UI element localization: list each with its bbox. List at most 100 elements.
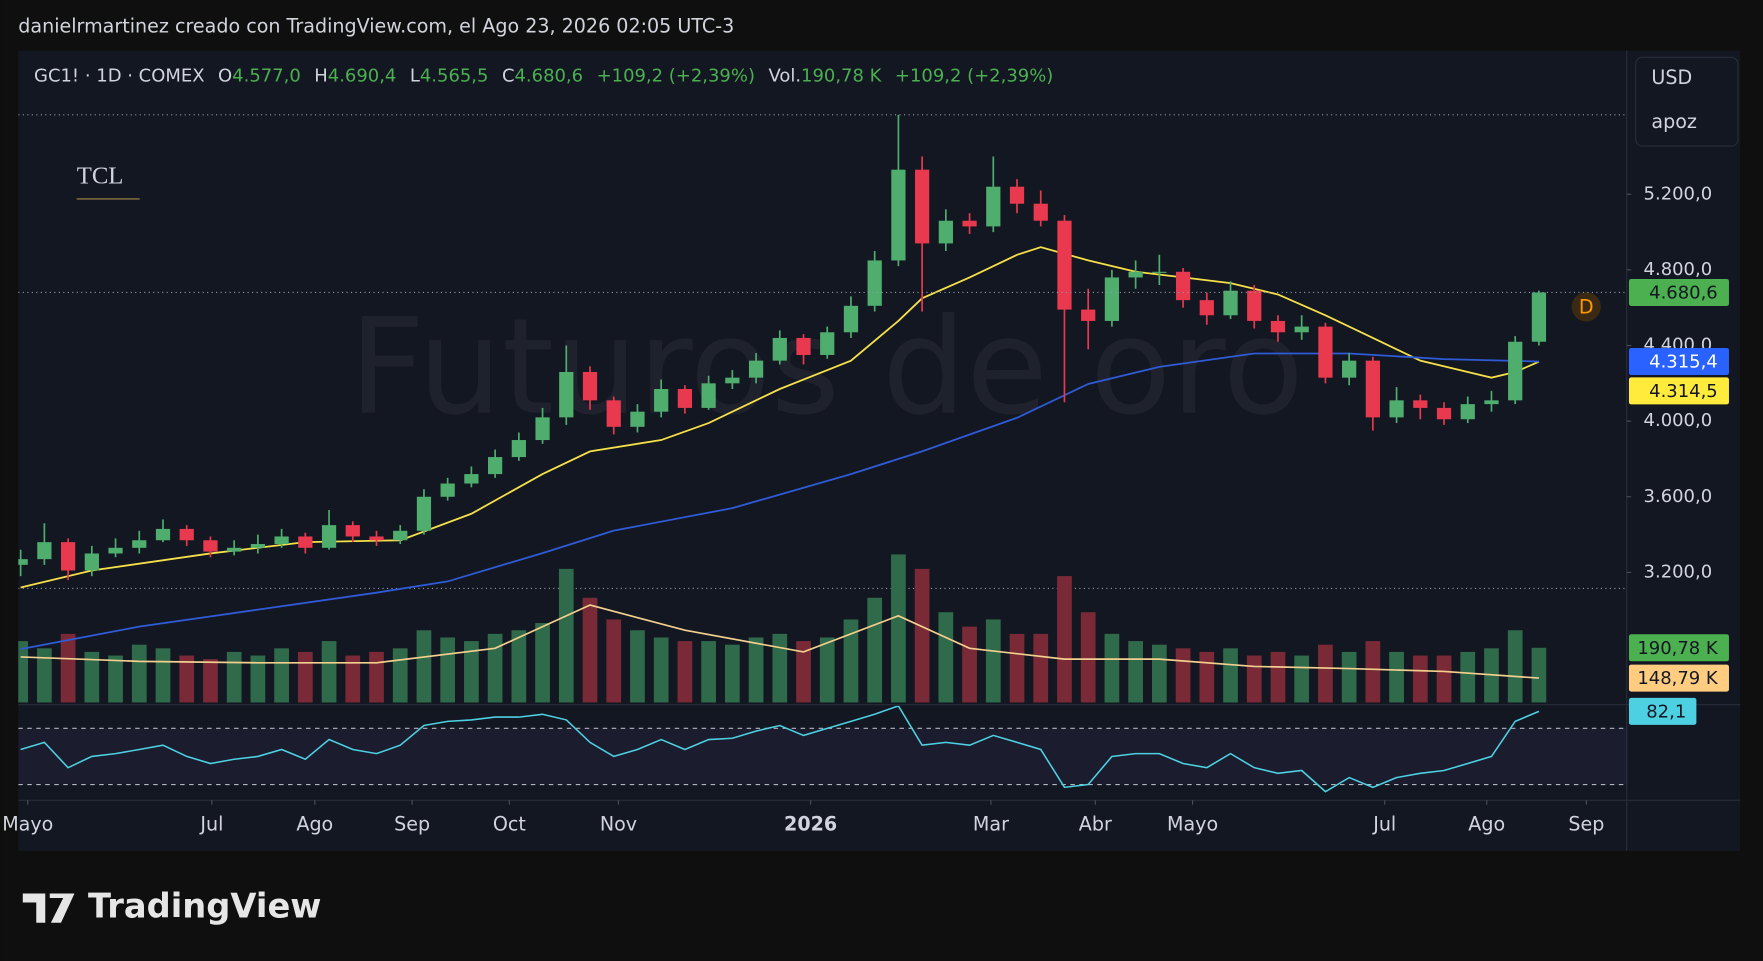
volume-bar [891,554,906,703]
volume-bar [511,630,527,703]
rsi-band [18,728,1627,785]
volume-bar [464,641,479,703]
value-label-bg [1628,377,1729,405]
x-tick-label: Ago [1468,812,1505,835]
candle-body [891,169,906,261]
candle-body [582,371,598,401]
badge-bg [1571,292,1601,322]
candle-body [1033,203,1048,221]
volume-bar [487,633,503,703]
header-text: danielrmartinez creado con TradingView.c… [18,14,734,37]
volume-bar [985,619,1001,703]
candle-body [1247,290,1262,321]
y-tick-label: 5.200,0 [1644,183,1713,204]
volume-bar [250,655,266,703]
x-tick-label: Mayo [1167,812,1218,835]
candle-body [535,417,550,441]
rsi-pane [18,705,1627,793]
volume-bar [1389,651,1404,703]
unit[interactable]: apoz [1651,110,1697,133]
legend-key: C [502,65,515,86]
candle-body [274,536,289,545]
volume-bar [1080,612,1096,703]
x-tick-label: Jul [1372,812,1396,835]
legend-value: 4.565,5 [420,65,489,86]
candle-body [1460,404,1475,420]
volume-bar [1365,641,1381,703]
candle-body [559,371,574,418]
volume-bar [1412,655,1428,703]
volume-bar [1341,651,1357,703]
y-tick-label: 4.800,0 [1644,259,1713,280]
legend-value: 190,78 K [801,65,883,86]
candle-body [1175,271,1191,301]
y-tick-label: 4.000,0 [1644,410,1713,431]
toolbar-box[interactable] [1635,56,1739,147]
y-tick-label: 3.600,0 [1644,486,1713,507]
value-label: 148,79 K [1637,668,1719,689]
volume-bar [108,655,123,703]
candle-body [1531,292,1547,342]
x-tick-label: Nov [600,812,637,835]
x-tick-label: Oct [493,812,527,835]
volume-bar [155,648,171,703]
x-tick-label: Mayo [2,812,53,835]
volume-bar [18,641,29,703]
candle-body [654,388,669,412]
candle-body [464,474,479,484]
volume-bar [416,630,432,703]
candle-body [298,536,313,548]
candle-body [1413,400,1428,408]
value-label-bg [1628,634,1729,662]
legend-value: 4.577,0 [232,65,301,86]
candle-body [843,305,859,333]
volume-bar [226,651,242,703]
candle-body [250,544,266,548]
candle-body [962,220,977,227]
volume-bar [582,597,598,703]
volume-bar [962,626,977,703]
volume-bar [867,597,883,703]
y-tick-label: 3.200,0 [1644,561,1713,582]
candle-body [1270,320,1286,333]
candle-body [986,186,1001,227]
volume-bar [1436,655,1452,703]
volume-bar [772,633,788,703]
volume-bar [819,637,835,703]
candle-body [938,220,953,244]
volume-ma [20,604,1539,679]
candle-body [179,528,194,541]
volume-bar [369,651,384,703]
x-tick-label: Sep [394,812,430,835]
candle-body [606,400,621,427]
volume-bar [1460,651,1476,703]
volume-bar [1318,644,1333,703]
volume-bar [748,637,764,703]
volume-bar [345,655,361,703]
candle-body [1199,300,1214,316]
brand-icon [22,893,75,923]
candle-body [37,542,52,560]
value-label: 4.315,4 [1649,352,1718,373]
candle-body [321,525,337,548]
footer-logo: TradingView [22,887,322,926]
candle-body [487,457,503,475]
interval-badge: D [1579,295,1594,318]
x-tick-label: Mar [973,812,1009,835]
currency[interactable]: USD [1651,66,1692,89]
candle-body [345,525,360,537]
volume-bar [1152,644,1167,703]
footer-brand: TradingView [88,887,322,926]
logo: TCL [77,162,124,189]
volume-bar [274,648,289,703]
volume-bar [1175,648,1191,703]
candle-body [1365,360,1380,418]
legend-key: Vol. [768,65,801,86]
candle-body [630,411,645,427]
x-tick-label: 2026 [784,812,837,835]
candle-body [1294,326,1309,333]
value-label: 4.314,5 [1649,381,1718,402]
legend-value: +109,2 (+2,39%) [895,65,1053,86]
candle-body [1436,407,1452,420]
volume-bar [131,644,147,703]
